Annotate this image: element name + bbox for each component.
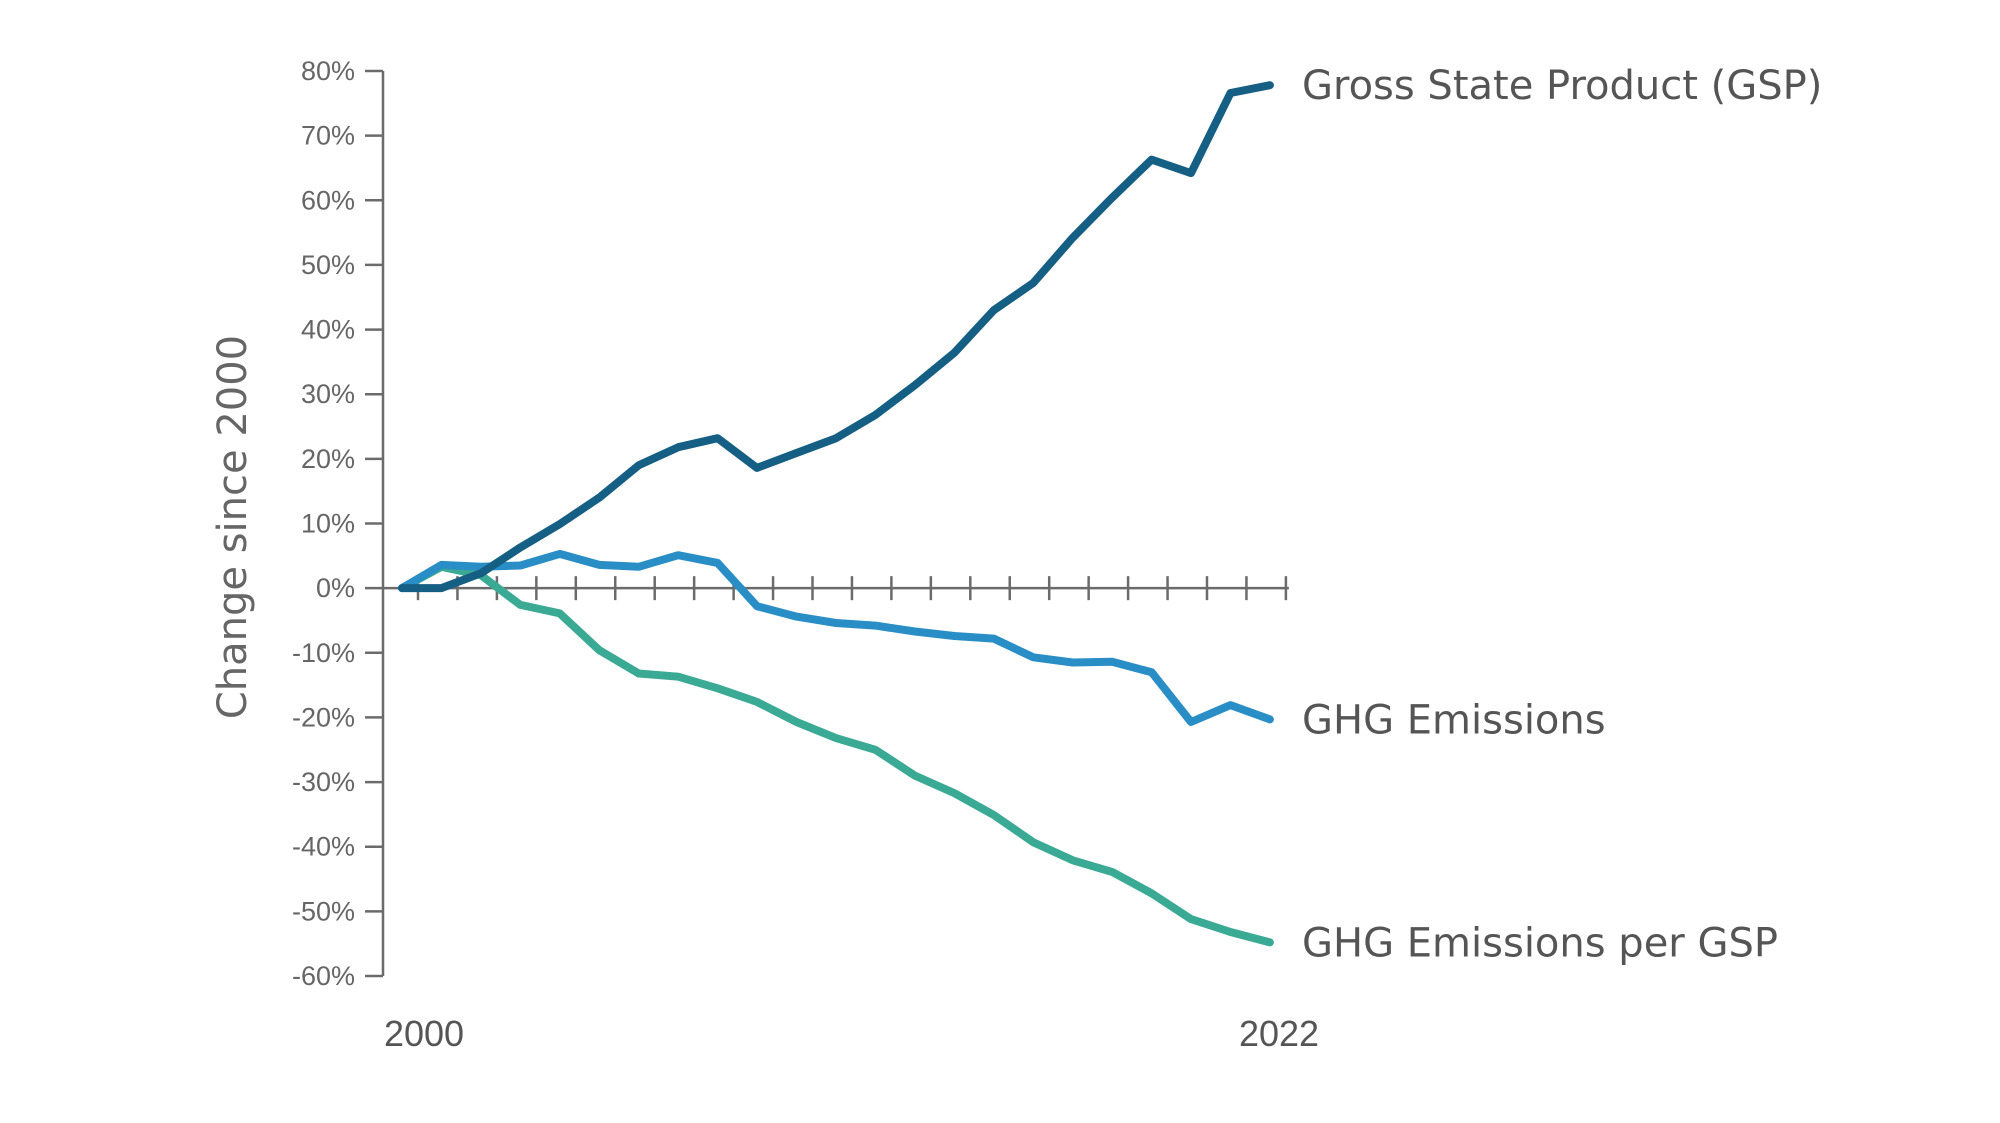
y-tick-label: 40% (301, 315, 355, 345)
series-lines (398, 81, 1274, 947)
y-tick-label: 20% (301, 444, 355, 474)
series-label-ghg-emissions: GHG Emissions (1302, 697, 1606, 743)
x-axis: 2000 2022 (383, 576, 1319, 1054)
y-tick-label: -20% (292, 702, 355, 732)
series-line-ghg-emissions (398, 549, 1274, 726)
x-tick-label-start: 2000 (384, 1013, 464, 1054)
y-tick-label: -60% (292, 961, 355, 991)
y-tick-label: -40% (292, 832, 355, 862)
series-labels: Gross State Product (GSP) GHG Emissions GH… (1302, 63, 1822, 966)
y-tick-label: -30% (292, 767, 355, 797)
y-tick-label: 80% (301, 56, 355, 86)
y-tick-label: 70% (301, 121, 355, 151)
y-tick-label: 0% (316, 573, 355, 603)
x-tick-label-end: 2022 (1239, 1013, 1319, 1054)
y-tick-label: 30% (301, 379, 355, 409)
y-axis: 80% 70% 60% 50% 40% 30% 20% 10% 0% -10% -20% -30% -4… (292, 56, 385, 991)
y-tick-label: -10% (292, 638, 355, 668)
y-tick-label: 50% (301, 250, 355, 280)
y-tick-label: -50% (292, 896, 355, 926)
y-axis-title: Change since 2000 (210, 335, 256, 719)
series-label-gross-state-product-gsp: Gross State Product (GSP) (1302, 63, 1822, 109)
y-tick-label: 10% (301, 509, 355, 539)
series-label-ghg-emissions-per-gsp: GHG Emissions per GSP (1302, 920, 1778, 966)
y-tick-label: 60% (301, 185, 355, 215)
series-line-gross-state-product-gsp (398, 81, 1274, 593)
